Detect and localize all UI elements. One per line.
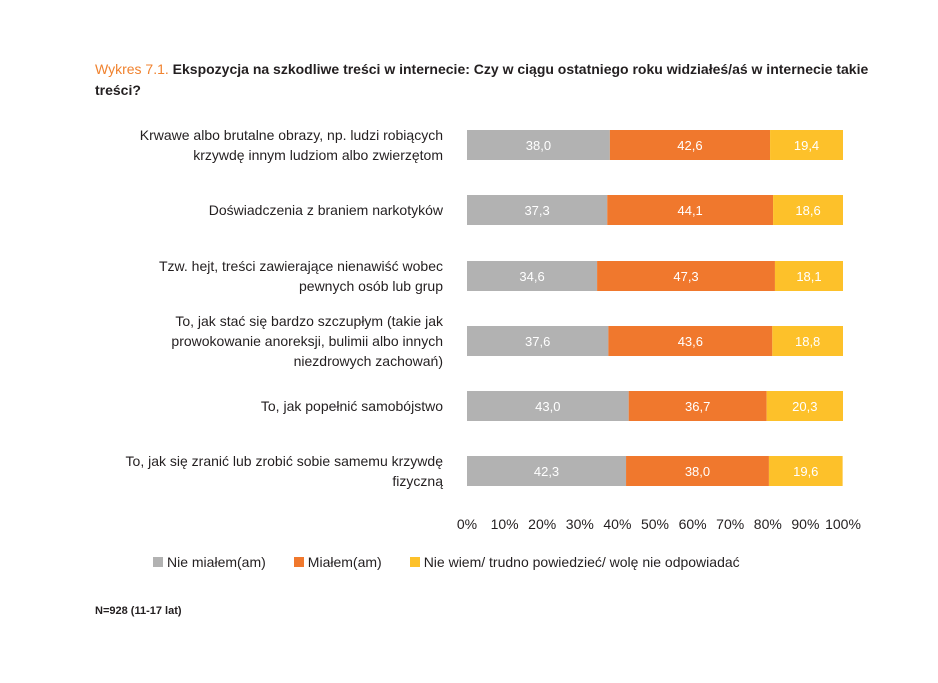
- legend-item-nie-mialem: Nie miałem(am): [153, 554, 266, 570]
- x-tick-label: 30%: [566, 516, 594, 532]
- category-label: Doświadczenia z braniem narkotyków: [209, 202, 444, 218]
- bar-segment: [467, 261, 598, 291]
- bar-segment: [467, 391, 629, 421]
- bar-segment: [626, 456, 769, 486]
- bar-segment: [766, 391, 843, 421]
- data-label: 43,0: [535, 399, 560, 414]
- data-label: 18,6: [795, 203, 820, 218]
- legend-swatch: [153, 557, 163, 567]
- legend-label: Nie wiem/ trudno powiedzieć/ wolę nie od…: [423, 554, 740, 570]
- legend-swatch: [293, 557, 304, 567]
- category-label: fizyczną: [392, 473, 443, 489]
- legend-label: Miałem(am): [307, 554, 382, 570]
- stacked-bar-chart: Krwawe albo brutalne obrazy, np. ludzi r…: [126, 127, 861, 532]
- x-tick-label: 60%: [679, 516, 707, 532]
- data-label: 47,3: [673, 269, 698, 284]
- bar-segment: [770, 130, 843, 160]
- bar-segment: [772, 326, 843, 356]
- category-label: To, jak popełnić samobójstwo: [261, 398, 443, 414]
- data-label: 38,0: [526, 138, 551, 153]
- chart-title-prefix: Wykres 7.1.: [95, 61, 169, 77]
- category-label: Krwawe albo brutalne obrazy, np. ludzi r…: [140, 127, 443, 143]
- category-label: krzywdę innym ludziom albo zwierzętom: [193, 147, 443, 163]
- category-label: niezdrowych zachowań): [294, 353, 443, 369]
- bar-segment: [774, 261, 843, 291]
- legend-swatch: [409, 557, 420, 567]
- data-label: 20,3: [792, 399, 817, 414]
- data-label: 18,8: [795, 334, 820, 349]
- bar-segment: [607, 195, 774, 225]
- x-tick-label: 0%: [457, 516, 477, 532]
- category-label: Tzw. hejt, treści zawierające nienawiść …: [159, 258, 443, 274]
- x-tick-label: 40%: [603, 516, 631, 532]
- data-label: 37,6: [525, 334, 550, 349]
- data-label: 38,0: [685, 464, 710, 479]
- data-label: 42,6: [677, 138, 702, 153]
- category-label: To, jak się zranić lub zrobić sobie same…: [126, 453, 444, 469]
- x-tick-label: 70%: [716, 516, 744, 532]
- bar-segment: [597, 261, 775, 291]
- bar-segment: [628, 391, 767, 421]
- bar-segment: [608, 326, 773, 356]
- bar-segment: [773, 195, 843, 225]
- chart-legend: Nie miałem(am) Miałem(am) Nie wiem/ trud…: [153, 554, 768, 570]
- bar-segment: [467, 326, 609, 356]
- x-tick-label: 90%: [791, 516, 819, 532]
- category-label: pewnych osób lub grup: [299, 278, 443, 294]
- sample-note: N=928 (11-17 lat): [95, 605, 182, 617]
- data-label: 18,1: [796, 269, 821, 284]
- x-tick-label: 50%: [641, 516, 669, 532]
- data-label: 42,3: [534, 464, 559, 479]
- data-label: 19,4: [794, 138, 819, 153]
- bar-segment: [768, 456, 843, 486]
- data-label: 34,6: [519, 269, 544, 284]
- data-label: 36,7: [685, 399, 710, 414]
- data-label: 43,6: [678, 334, 703, 349]
- legend-label: Nie miałem(am): [167, 554, 266, 570]
- data-label: 19,6: [793, 464, 818, 479]
- x-tick-label: 10%: [491, 516, 519, 532]
- chart-title: Wykres 7.1. Ekspozycja na szkodliwe treś…: [95, 59, 875, 101]
- data-label: 37,3: [524, 203, 549, 218]
- bar-segment: [467, 195, 608, 225]
- bar-segment: [467, 130, 610, 160]
- legend-item-mialem: Miałem(am): [293, 554, 382, 570]
- legend-item-nie-wiem: Nie wiem/ trudno powiedzieć/ wolę nie od…: [409, 554, 740, 570]
- x-tick-label: 100%: [825, 516, 861, 532]
- category-label: To, jak stać się bardzo szczupłym (takie…: [175, 313, 444, 329]
- bar-segment: [467, 456, 627, 486]
- data-label: 44,1: [677, 203, 702, 218]
- x-tick-label: 80%: [754, 516, 782, 532]
- chart-title-text: Ekspozycja na szkodliwe treści w interne…: [95, 61, 869, 98]
- bar-segment: [609, 130, 771, 160]
- category-label: prowokowanie anoreksji, bulimii albo inn…: [171, 333, 443, 349]
- x-tick-label: 20%: [528, 516, 556, 532]
